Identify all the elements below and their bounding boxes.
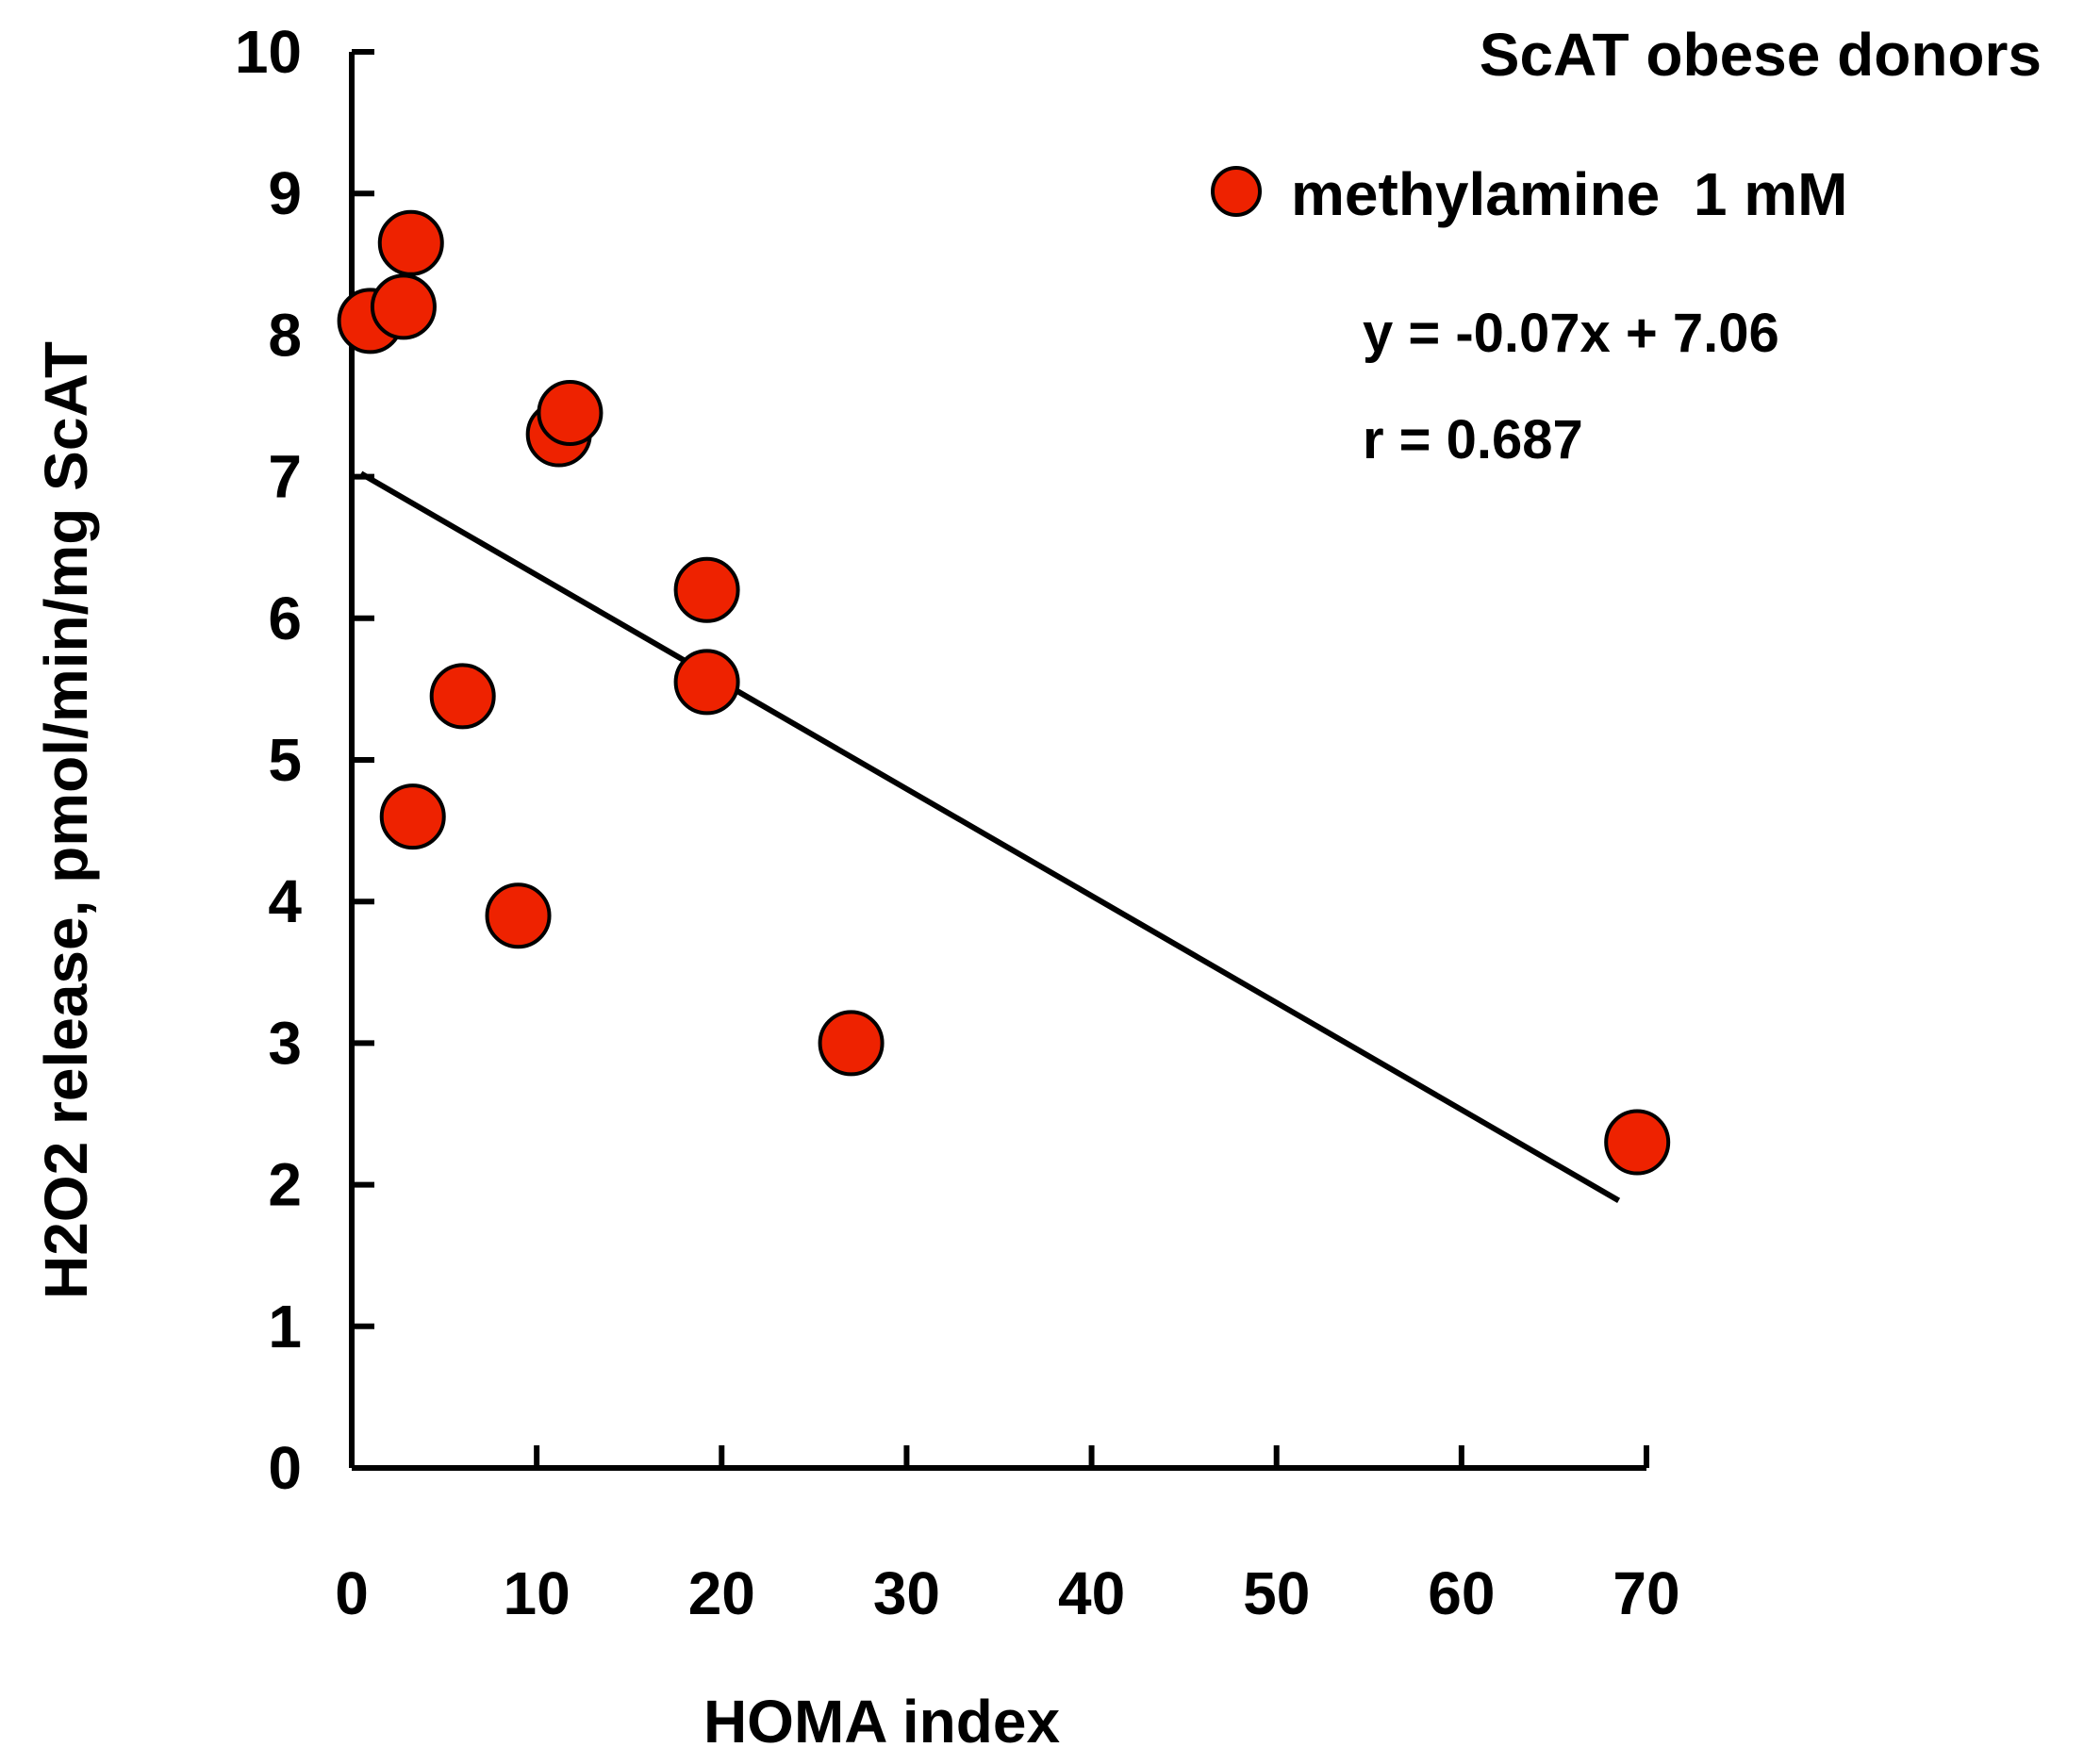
- y-tick-label: 5: [268, 726, 302, 794]
- x-tick-label: 10: [504, 1559, 571, 1627]
- y-axis-title: H2O2 release, pmol/min/mg ScAT: [32, 341, 100, 1299]
- x-tick-label: 60: [1428, 1559, 1495, 1627]
- x-tick-label: 70: [1613, 1559, 1679, 1627]
- y-tick-label: 8: [268, 301, 302, 369]
- data-point: [673, 556, 740, 623]
- x-tick-label: 40: [1058, 1559, 1125, 1627]
- r-annotation: r = 0.687: [1363, 409, 1583, 470]
- y-tick-label: 10: [235, 18, 302, 86]
- y-tick-label: 3: [268, 1009, 302, 1077]
- equation-annotation: y = -0.07x + 7.06: [1363, 303, 1779, 364]
- x-tick-label: 30: [873, 1559, 940, 1627]
- data-point: [673, 649, 740, 716]
- data-point: [370, 273, 437, 340]
- trendline: [359, 470, 1621, 1203]
- x-tick-label: 50: [1243, 1559, 1310, 1627]
- data-point: [818, 1010, 885, 1077]
- chart-title: ScAT obese donors: [1480, 21, 2042, 89]
- data-point: [377, 209, 444, 276]
- y-tick-label: 6: [268, 585, 302, 652]
- x-tick-label: 20: [688, 1559, 755, 1627]
- y-tick-label: 4: [268, 867, 302, 935]
- trendline-group: [359, 470, 1621, 1203]
- y-ticks: 0 1 2 3 4 5 6 7 8 9 10: [235, 18, 374, 1502]
- data-point: [429, 663, 496, 730]
- data-point: [1604, 1109, 1671, 1176]
- x-ticks: 0 10 20 30 40 50 60 70: [335, 1445, 1680, 1627]
- x-tick-label: 0: [335, 1559, 369, 1627]
- x-axis-title: HOMA index: [703, 1688, 1061, 1756]
- data-point: [485, 882, 552, 949]
- data-point: [379, 783, 446, 850]
- legend-marker: [1211, 166, 1262, 217]
- legend-label: methylamine 1 mM: [1291, 160, 1847, 228]
- y-tick-label: 7: [268, 443, 302, 511]
- data-point: [537, 380, 604, 447]
- y-tick-label: 9: [268, 159, 302, 227]
- y-tick-label: 1: [268, 1293, 302, 1360]
- data-points: [337, 209, 1671, 1176]
- y-tick-label: 2: [268, 1151, 302, 1219]
- y-tick-label: 0: [268, 1434, 302, 1502]
